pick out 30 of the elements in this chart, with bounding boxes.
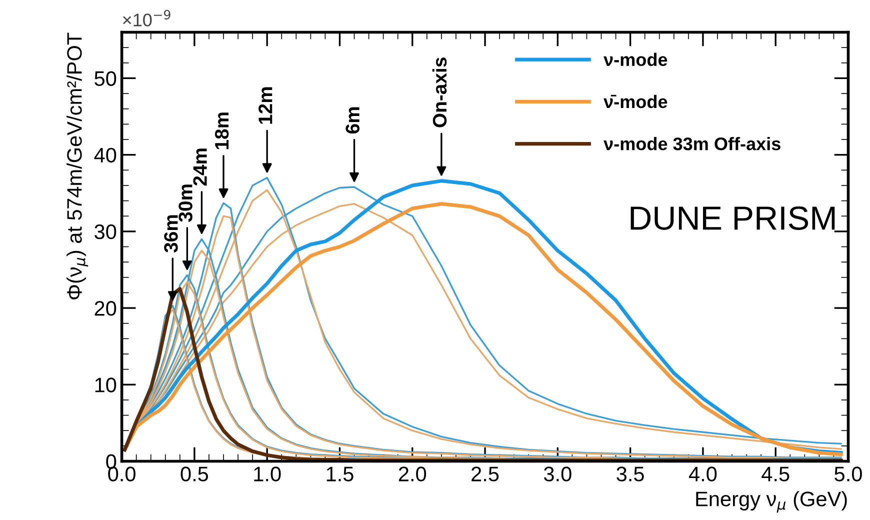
x-tick-label: 2.5: [472, 466, 499, 482]
text: ×10$^{−9}$: [123, 10, 170, 26]
annotation: 30m: [178, 184, 192, 222]
y-axis-title: Φ(ν$_{μ}$) at 574m/GeV/cm²/POT: [66, 32, 88, 300]
y-tick-label: 20: [94, 301, 116, 316]
y-tick-label: 10: [95, 378, 116, 392]
annotation: 6m: [346, 107, 360, 134]
legend-label: ν-mode: [604, 52, 668, 66]
x-tick-label: 0.0: [108, 466, 136, 482]
annotation: 12m: [258, 87, 272, 124]
legend-label: ν̄-mode: [604, 94, 668, 108]
annotation: 24m: [193, 148, 207, 186]
x-tick-label: 2.0: [398, 466, 426, 482]
annotation: 36m: [164, 215, 178, 253]
y-tick-label: 50: [94, 71, 116, 86]
annotation: DUNE PRISM: [630, 206, 835, 230]
x-tick-label: 3.5: [616, 466, 644, 482]
x-tick-label: 1.5: [326, 466, 354, 482]
legend-label: ν-mode 33m Off-axis: [604, 137, 780, 150]
x-tick-label: 1.0: [254, 466, 281, 482]
y-tick-label: 30: [94, 224, 116, 240]
x-tick-label: 5.0: [834, 466, 862, 482]
annotation: On-axis: [432, 58, 447, 128]
annotation: 18m: [214, 112, 229, 150]
x-tick-label: 4.0: [688, 466, 717, 482]
y-tick-label: 40: [94, 148, 116, 163]
x-axis-title: Energy ν$_{μ}$ (GeV): [696, 491, 847, 513]
x-tick-label: 0.5: [180, 466, 208, 482]
x-tick-label: 3.0: [544, 466, 572, 482]
x-tick-label: 4.5: [762, 466, 790, 482]
